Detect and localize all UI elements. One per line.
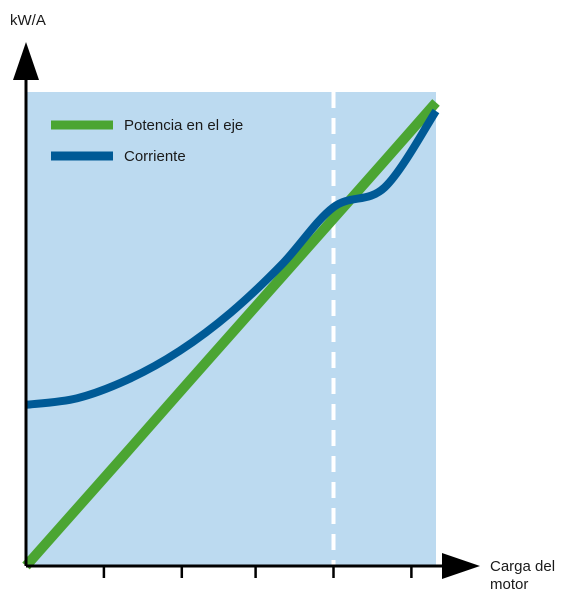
y-axis-arrow: [13, 42, 39, 80]
x-axis-label-line-1: Carga del: [490, 558, 555, 575]
series-line-corriente: [25, 108, 440, 409]
x-ticks: [102, 566, 413, 578]
legend-label-potencia: Potencia en el eje: [124, 117, 243, 134]
series-line-potencia: [22, 99, 440, 570]
legend: Potencia en el eje Corriente: [51, 117, 243, 165]
x-axis-label-line-2: motor: [490, 576, 528, 592]
legend-label-corriente: Corriente: [124, 148, 186, 165]
y-axis-label: kW/A: [10, 12, 46, 29]
x-axis-arrow: [442, 553, 480, 579]
